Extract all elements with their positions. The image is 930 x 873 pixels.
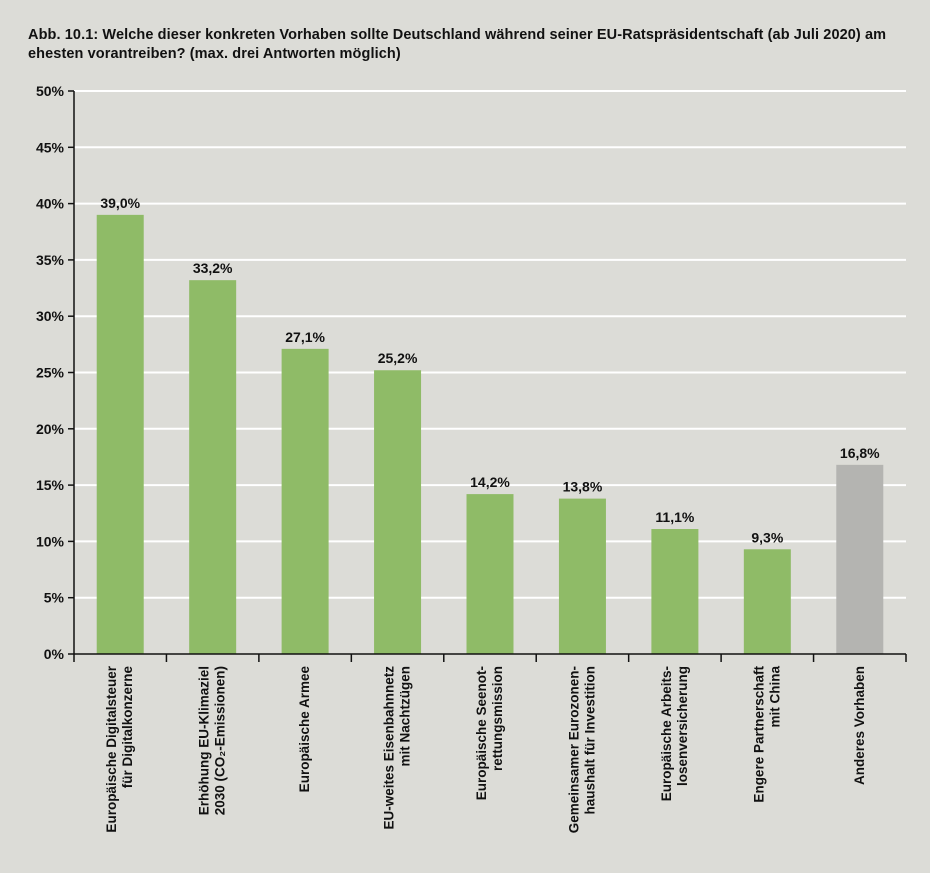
y-tick-label: 30%: [36, 308, 65, 324]
axes: [68, 90, 907, 662]
bar: [836, 464, 884, 654]
y-tick-label: 5%: [44, 590, 65, 606]
data-label: 11,1%: [655, 509, 694, 525]
y-tick-label: 0%: [44, 646, 65, 662]
x-category-label: für Digitalkonzerne: [120, 666, 135, 789]
y-tick-label: 35%: [36, 252, 65, 268]
data-label: 9,3%: [751, 529, 783, 545]
labels: 0% 5% 10% 15% 20% 25% 30% 35% 40% 45% 50% 39,0% Euro…: [36, 83, 880, 833]
x-category-label: Europäische Digitalsteuer: [104, 665, 119, 832]
y-tick-label: 40%: [36, 196, 65, 212]
x-category-label: Anderes Vorhaben: [852, 666, 867, 785]
bar: [651, 529, 699, 654]
bars: [96, 214, 884, 655]
data-label: 39,0%: [100, 195, 140, 211]
bar: [558, 498, 606, 654]
bar: [281, 348, 329, 654]
data-label: 14,2%: [470, 474, 510, 490]
x-category-label: mit China: [767, 666, 782, 728]
x-category-label: rettungsmission: [490, 666, 505, 771]
x-category-label: mit Nachtzügen: [398, 666, 413, 767]
chart-title-line-2: ehesten vorantreiben? (max. drei Antwort…: [28, 46, 401, 62]
bar: [96, 214, 144, 655]
bar: [466, 494, 514, 654]
data-label: 13,8%: [563, 479, 603, 495]
x-category-label: Europäische Seenot-: [474, 666, 489, 800]
x-category-label: losenversicherung: [675, 666, 690, 786]
x-category-label: Erhöhung EU-Klimaziel: [197, 666, 212, 815]
y-tick-label: 20%: [36, 421, 65, 437]
x-category-label: Europäische Arbeits-: [659, 666, 674, 801]
x-category-label: Engere Partnerschaft: [751, 666, 766, 803]
chart-title: Abb. 10.1: Welche dieser konkreten Vorha…: [28, 26, 908, 64]
bar: [189, 280, 237, 654]
x-category-label: Europäische Armee: [297, 666, 312, 793]
y-tick-label: 50%: [36, 83, 65, 99]
y-tick-label: 45%: [36, 139, 65, 155]
y-tick-label: 15%: [36, 477, 65, 493]
data-label: 33,2%: [193, 260, 233, 276]
x-category-label: 2030 (CO₂-Emissionen): [213, 666, 228, 815]
bar: [374, 370, 422, 654]
x-category-label: Gemeinsamer Eurozonen-: [566, 666, 581, 833]
data-label: 27,1%: [285, 329, 325, 345]
chart-title-line-1: Abb. 10.1: Welche dieser konkreten Vorha…: [28, 27, 887, 43]
data-label: 25,2%: [378, 350, 418, 366]
y-tick-label: 25%: [36, 365, 65, 381]
data-label: 16,8%: [840, 445, 880, 461]
bar: [743, 549, 791, 654]
x-category-label: haushalt für Investition: [582, 666, 597, 815]
x-category-label: EU-weites Eisenbahnnetz: [382, 666, 397, 830]
y-tick-label: 10%: [36, 533, 65, 549]
